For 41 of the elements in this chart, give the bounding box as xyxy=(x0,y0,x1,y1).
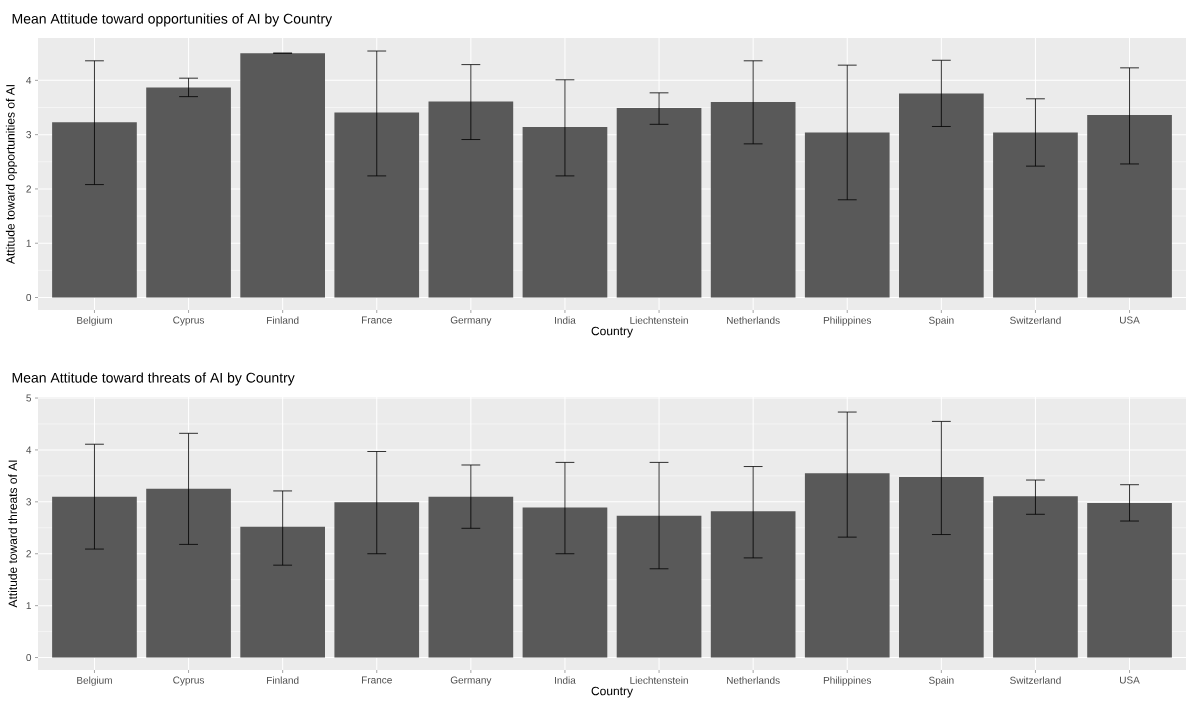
x-axis-title: Country xyxy=(591,326,633,338)
x-tick-label: Switzerland xyxy=(1010,676,1061,684)
y-tick-label: 4 xyxy=(26,76,32,84)
x-tick-label: Philippines xyxy=(823,316,872,326)
y-axis-title: Attitude toward opportunities of AI xyxy=(5,85,18,265)
y-tick-label: 5 xyxy=(26,394,32,402)
x-tick-label: Belgium xyxy=(77,316,112,326)
x-tick-label: Netherlands xyxy=(727,676,780,684)
chart-title: Mean Attitude toward opportunities of AI by Country xyxy=(12,13,333,27)
y-tick-label: 1 xyxy=(26,602,31,610)
x-tick-label: USA xyxy=(1120,676,1140,684)
x-tick-label: Liechtenstein xyxy=(630,676,688,684)
x-tick-label: Philippines xyxy=(823,676,872,686)
x-tick-label: France xyxy=(362,316,392,324)
chart-title: Mean Attitude toward threats of AI by Country xyxy=(12,372,295,386)
x-tick-label: Cyprus xyxy=(173,676,205,686)
y-axis-title: Attitude toward threats of AI xyxy=(8,460,18,608)
x-tick-label: Belgium xyxy=(77,676,112,686)
x-tick-label: Finland xyxy=(267,676,299,684)
x-tick-label: India xyxy=(555,676,576,684)
y-tick-label: 2 xyxy=(26,550,31,558)
y-tick-label: 2 xyxy=(26,185,31,193)
y-tick-label: 1 xyxy=(26,239,31,247)
y-tick-label: 3 xyxy=(26,498,32,506)
x-tick-label: Spain xyxy=(929,316,954,326)
x-tick-label: Germany xyxy=(450,316,492,326)
x-tick-label: Netherlands xyxy=(727,316,780,324)
y-tick-label: 3 xyxy=(26,131,32,139)
y-tick-label: 4 xyxy=(26,446,32,454)
x-axis-title: Country xyxy=(591,686,633,698)
x-tick-label: Switzerland xyxy=(1010,316,1061,324)
x-tick-label: Finland xyxy=(267,316,299,324)
y-tick-label: 0 xyxy=(26,293,32,302)
x-tick-label: USA xyxy=(1120,316,1140,324)
x-tick-label: India xyxy=(555,316,576,324)
x-tick-label: Spain xyxy=(929,676,954,686)
x-tick-label: Liechtenstein xyxy=(630,316,688,324)
x-tick-label: France xyxy=(362,676,392,684)
y-tick-label: 0 xyxy=(26,654,32,662)
x-tick-label: Germany xyxy=(450,676,492,686)
x-tick-label: Cyprus xyxy=(173,316,205,326)
